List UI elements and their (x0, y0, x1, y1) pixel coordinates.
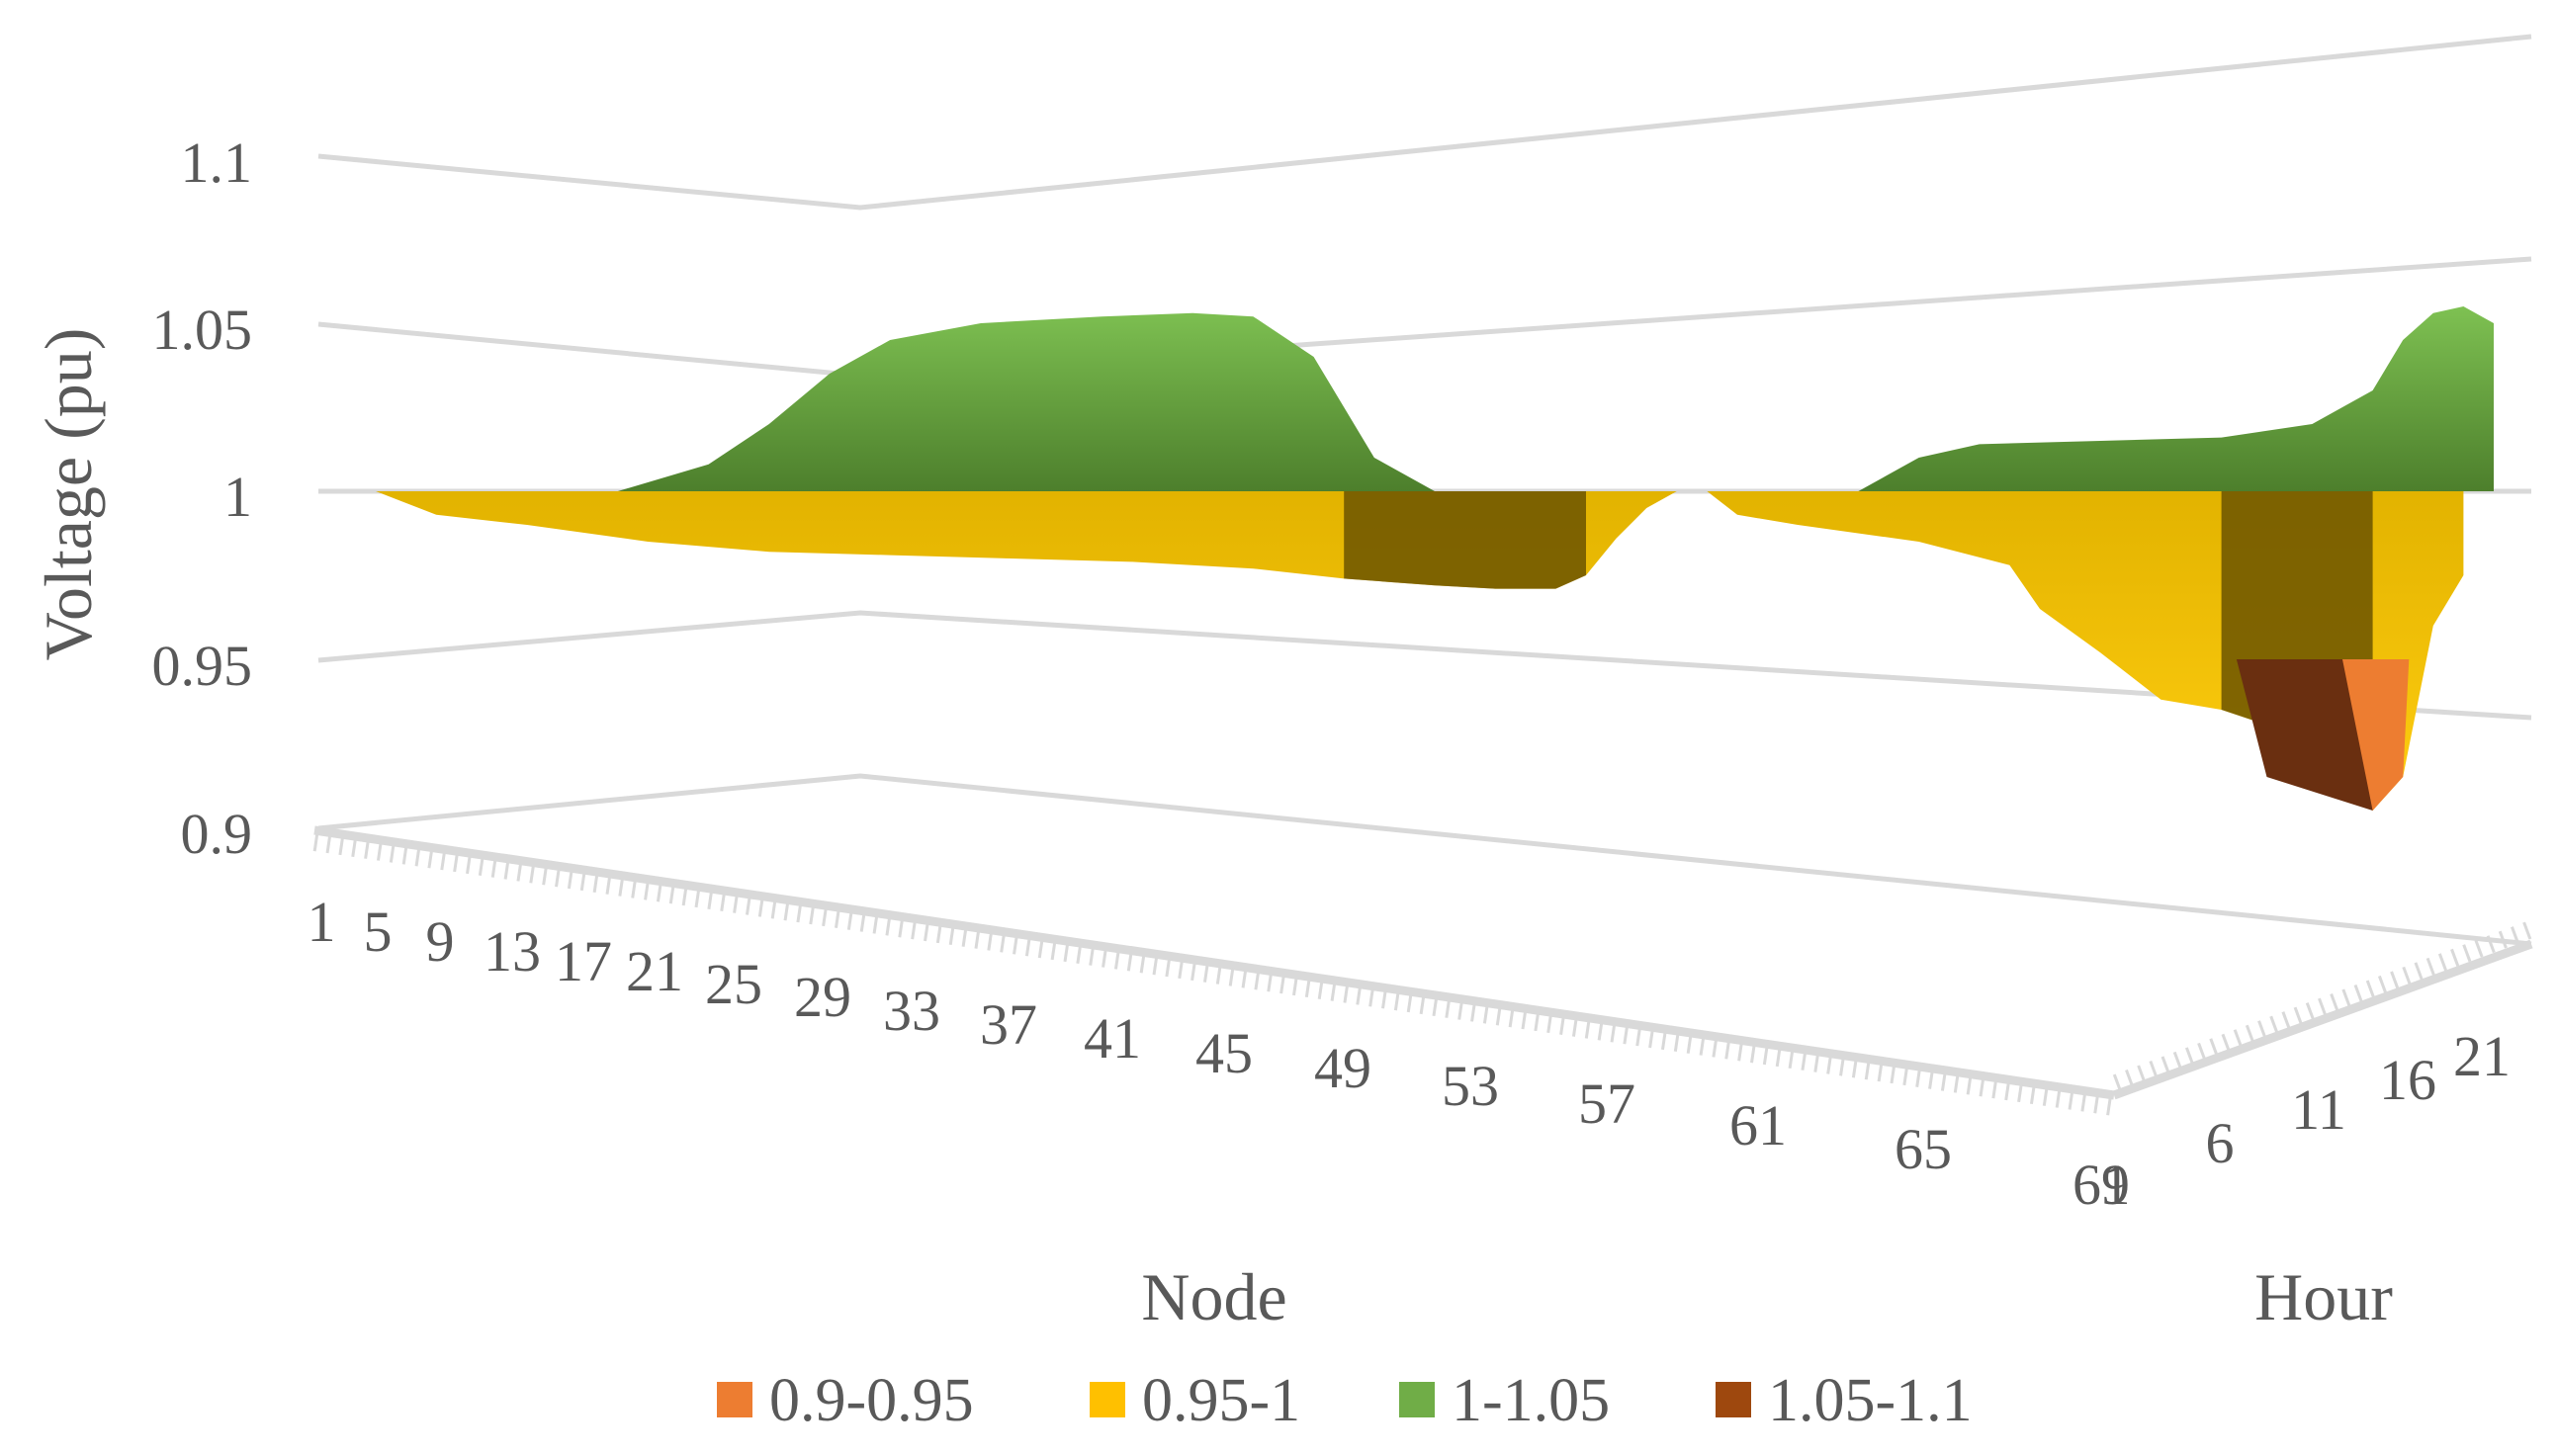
x-axis-title: Node (1141, 1259, 1286, 1334)
x-tick-label: 1 (308, 890, 336, 954)
z-axis-ticks: 1 6 11 16 21 (2102, 1024, 2512, 1217)
legend-item: 1.05-1.1 (1716, 1367, 1973, 1434)
x-axis-ticks: 1 5 9 13 17 21 25 29 33 37 41 45 49 53 5… (308, 890, 2131, 1217)
x-tick-label: 45 (1195, 1021, 1253, 1085)
y-tick-label: 0.9 (181, 802, 253, 866)
z-axis-title: Hour (2254, 1259, 2393, 1334)
gridline-0-9 (317, 773, 2532, 947)
x-tick-label: 49 (1314, 1036, 1371, 1100)
x-tick-label: 61 (1729, 1093, 1787, 1157)
y-axis-title: Voltage (pu) (31, 328, 106, 661)
legend-swatch (717, 1382, 752, 1417)
legend-item: 0.9-0.95 (717, 1367, 974, 1434)
x-tick-label: 69 (2072, 1153, 2130, 1217)
floor-axes (312, 825, 2535, 1116)
legend-label: 0.9-0.95 (769, 1367, 974, 1434)
x-tick-label: 17 (555, 929, 612, 993)
legend: 0.9-0.95 0.95-1 1-1.05 1.05-1.1 (717, 1367, 1973, 1434)
x-tick-label: 9 (426, 909, 455, 974)
voltage-surface (376, 306, 2494, 811)
x-tick-label: 21 (626, 939, 683, 1003)
y-tick-label: 1.1 (181, 130, 253, 195)
y-tick-label: 1.05 (152, 298, 253, 362)
x-tick-label: 5 (364, 899, 393, 964)
legend-label: 1-1.05 (1452, 1367, 1610, 1434)
x-tick-label: 53 (1442, 1054, 1499, 1118)
z-tick-label: 1 (2102, 1153, 2131, 1217)
surface-above-nominal (617, 306, 2494, 491)
x-tick-label: 57 (1578, 1071, 1635, 1136)
z-tick-label: 16 (2379, 1048, 2436, 1112)
surface-base-wedge (2236, 659, 2373, 811)
legend-item: 1-1.05 (1399, 1367, 1610, 1434)
x-tick-label: 13 (484, 919, 541, 984)
y-tick-label: 0.95 (152, 634, 253, 698)
gridline-1-1 (317, 34, 2532, 211)
gridline-0-95 (317, 610, 2532, 721)
z-tick-label: 6 (2206, 1111, 2235, 1175)
hour-axis-line (2112, 939, 2533, 1100)
x-tick-label: 25 (705, 952, 762, 1016)
x-tick-label: 65 (1895, 1117, 1952, 1181)
node-axis-line (313, 825, 2115, 1100)
legend-label: 1.05-1.1 (1768, 1367, 1973, 1434)
legend-swatch (1090, 1382, 1125, 1417)
x-tick-label: 37 (980, 992, 1037, 1057)
legend-item: 0.95-1 (1090, 1367, 1300, 1434)
gridline-1-05 (317, 256, 2532, 379)
x-tick-label: 29 (794, 965, 851, 1029)
z-tick-label: 21 (2453, 1024, 2511, 1088)
legend-label: 0.95-1 (1142, 1367, 1300, 1434)
z-tick-label: 11 (2291, 1077, 2346, 1142)
x-tick-label: 33 (883, 979, 940, 1043)
y-axis-ticks: 1.1 1.05 1 0.95 0.9 (152, 130, 253, 866)
x-tick-label: 41 (1084, 1006, 1141, 1071)
surface-shadow-band (1344, 491, 1586, 589)
y-tick-label: 1 (223, 465, 252, 529)
legend-swatch (1399, 1382, 1435, 1417)
legend-swatch (1716, 1382, 1751, 1417)
